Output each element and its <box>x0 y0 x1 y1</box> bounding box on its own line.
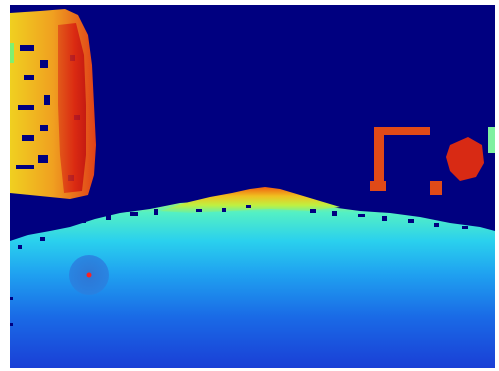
horizon-mound <box>160 187 340 213</box>
floor-surface <box>10 199 495 368</box>
depth-map-image <box>10 5 495 368</box>
horizon-speckles <box>18 205 468 249</box>
left-edge-fragment <box>10 43 14 63</box>
right-edge-fragment <box>488 127 495 153</box>
right-frame-object <box>370 127 442 195</box>
target-point <box>86 272 92 278</box>
left-wall-hot-band <box>58 23 86 193</box>
floor-noise <box>10 297 13 326</box>
right-hot-object <box>446 137 484 181</box>
